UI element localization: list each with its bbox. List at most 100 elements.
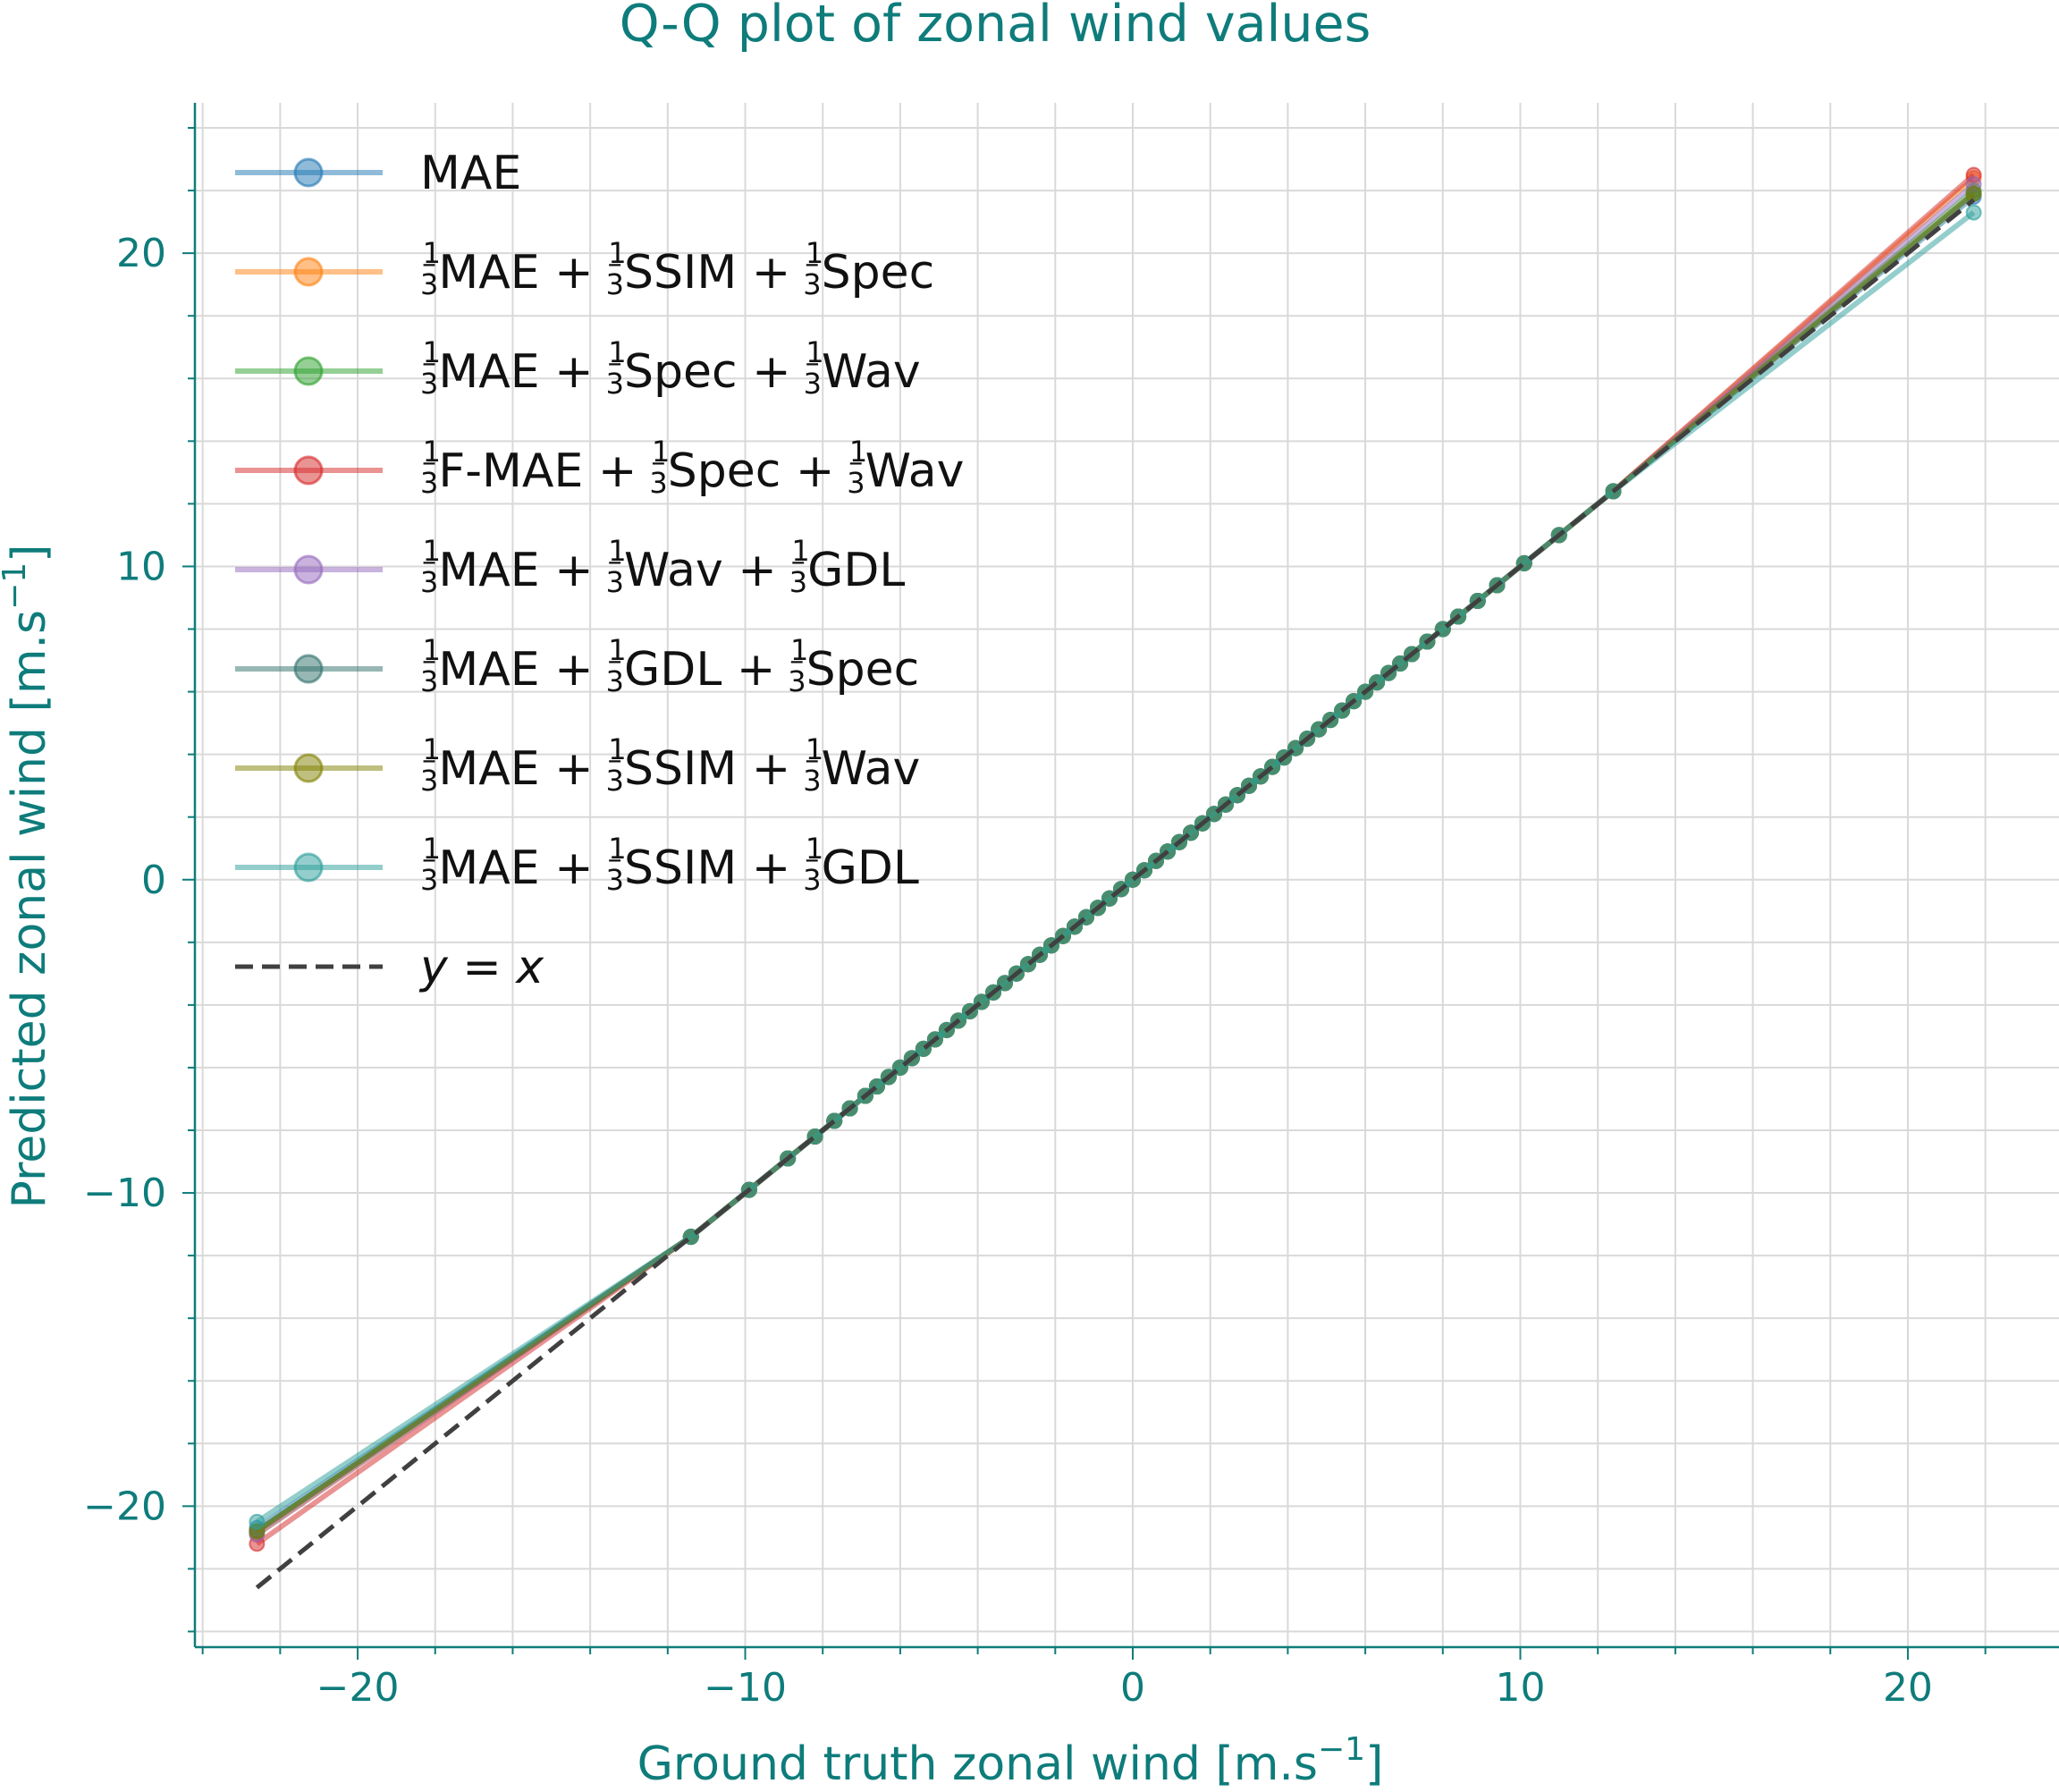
y-axis-label-exponent: −1 bbox=[0, 562, 33, 610]
fraction-denominator: 3 bbox=[803, 863, 821, 897]
fraction-denominator: 3 bbox=[847, 466, 865, 500]
math-variable: x bbox=[514, 941, 544, 994]
fraction-numerator: 1 bbox=[423, 633, 441, 667]
legend-swatch-marker bbox=[293, 257, 324, 287]
fraction-numerator: 1 bbox=[806, 832, 823, 866]
x-axis-label: Ground truth zonal wind [m.s−1] bbox=[637, 1731, 1384, 1791]
fraction-bar: – bbox=[608, 544, 622, 578]
legend-entry: 1– 3MAE + 1– 3Wav + 1– 3GDL bbox=[235, 534, 905, 599]
x-tick-label: 20 bbox=[1883, 1665, 1933, 1711]
legend-entry: 1– 3MAE + 1– 3GDL + 1– 3Spec bbox=[235, 633, 919, 698]
fraction-denominator: 3 bbox=[606, 764, 624, 798]
fraction-bar: – bbox=[422, 742, 436, 776]
legend-swatch-marker bbox=[293, 356, 324, 386]
legend-entry: 1– 3MAE + 1– 3Spec + 1– 3Wav bbox=[235, 335, 921, 401]
svg-text:Ground truth zonal wind [m.s−1: Ground truth zonal wind [m.s−1] bbox=[637, 1731, 1384, 1788]
fraction-denominator: 3 bbox=[420, 664, 438, 698]
legend-swatch-marker bbox=[293, 852, 324, 883]
chart-title: Q-Q plot of zonal wind values bbox=[620, 0, 1371, 54]
legend-text: MAE + bbox=[438, 246, 608, 300]
legend-label: y = x bbox=[418, 941, 544, 994]
x-tick-label: 0 bbox=[1120, 1665, 1145, 1711]
legend-text: Wav + bbox=[624, 544, 791, 597]
legend-entry: MAE bbox=[235, 147, 521, 200]
data-point bbox=[249, 1513, 266, 1530]
fraction-numerator: 1 bbox=[423, 832, 441, 866]
fraction-numerator: 1 bbox=[608, 335, 626, 369]
x-tick-label: 10 bbox=[1495, 1665, 1545, 1711]
fraction-numerator: 1 bbox=[806, 335, 823, 369]
fraction-denominator: 3 bbox=[420, 466, 438, 500]
reference-line-y-equals-x bbox=[255, 198, 1976, 1590]
legend-label: 1– 3F-MAE + 1– 3Spec + 1– 3Wav bbox=[420, 435, 964, 500]
legend-swatch-marker bbox=[293, 654, 324, 684]
fraction-denominator: 3 bbox=[606, 863, 624, 897]
fraction-numerator: 1 bbox=[790, 633, 808, 667]
series-layer bbox=[249, 166, 1982, 1590]
fraction-bar: – bbox=[608, 643, 622, 677]
legend-text: MAE + bbox=[438, 345, 608, 399]
fraction-bar: – bbox=[789, 643, 804, 677]
legend-text: SSIM + bbox=[624, 246, 806, 300]
fraction-numerator: 1 bbox=[423, 534, 441, 568]
legend-text: MAE + bbox=[438, 643, 608, 697]
x-axis-label-bracket: ] bbox=[1365, 1737, 1383, 1788]
fraction-numerator: 1 bbox=[791, 534, 809, 568]
y-axis-label-text: Predicted zonal wind [m.s bbox=[3, 610, 56, 1209]
fraction-denominator: 3 bbox=[649, 466, 667, 500]
fraction-denominator: 3 bbox=[606, 664, 624, 698]
data-point bbox=[1965, 185, 1982, 202]
legend-text: GDL bbox=[807, 544, 905, 597]
y-tick-label: −10 bbox=[83, 1171, 166, 1216]
fraction-bar: – bbox=[806, 345, 820, 379]
legend-entry: 1– 3MAE + 1– 3SSIM + 1– 3GDL bbox=[235, 832, 919, 897]
fraction-bar: – bbox=[805, 742, 819, 776]
grid bbox=[195, 103, 2059, 1647]
legend-text: GDL + bbox=[624, 643, 790, 697]
fraction-numerator: 1 bbox=[806, 732, 823, 766]
legend-text: SSIM + bbox=[624, 742, 806, 796]
legend-text: = bbox=[448, 941, 517, 994]
fraction-numerator: 1 bbox=[652, 435, 670, 469]
legend-text: Wav bbox=[822, 345, 921, 399]
fraction-numerator: 1 bbox=[608, 633, 626, 667]
legend-entry: 1– 3MAE + 1– 3SSIM + 1– 3Wav bbox=[235, 732, 920, 798]
y-tick-label: −20 bbox=[83, 1483, 166, 1529]
fraction-numerator: 1 bbox=[423, 732, 441, 766]
legend-text: SSIM + bbox=[624, 841, 806, 895]
legend-entry: 1– 3MAE + 1– 3SSIM + 1– 3Spec bbox=[235, 236, 934, 301]
x-axis-label-text: Ground truth zonal wind [m.s bbox=[637, 1737, 1318, 1788]
fraction-bar: – bbox=[608, 246, 622, 280]
legend-text: Spec + bbox=[668, 444, 849, 498]
fraction-denominator: 3 bbox=[788, 664, 806, 698]
fraction-bar: – bbox=[791, 544, 806, 578]
data-point bbox=[1965, 204, 1982, 221]
fraction-denominator: 3 bbox=[420, 863, 438, 897]
fraction-bar: – bbox=[422, 246, 436, 280]
legend-text: Spec + bbox=[624, 345, 806, 399]
fraction-denominator: 3 bbox=[606, 267, 624, 301]
fraction-denominator: 3 bbox=[420, 764, 438, 798]
legend-label: 1– 3MAE + 1– 3Spec + 1– 3Wav bbox=[420, 335, 921, 401]
fraction-numerator: 1 bbox=[608, 236, 626, 270]
fraction-denominator: 3 bbox=[803, 267, 821, 301]
fraction-bar: – bbox=[422, 345, 436, 379]
legend-label: MAE bbox=[420, 147, 521, 200]
legend-text: MAE + bbox=[438, 841, 608, 895]
legend-entry: 1– 3F-MAE + 1– 3Spec + 1– 3Wav bbox=[235, 435, 964, 500]
x-axis-label-exponent: −1 bbox=[1318, 1731, 1365, 1768]
legend-text: Wav bbox=[822, 742, 921, 796]
legend-text: Spec bbox=[806, 643, 920, 697]
fraction-numerator: 1 bbox=[608, 832, 626, 866]
y-axis-label: Predicted zonal wind [m.s−1] bbox=[0, 545, 56, 1209]
fraction-denominator: 3 bbox=[803, 764, 821, 798]
fraction-denominator: 3 bbox=[606, 367, 624, 401]
fraction-bar: – bbox=[608, 742, 622, 776]
legend-text: F-MAE + bbox=[438, 444, 652, 498]
legend-entry: y = x bbox=[235, 941, 544, 994]
legend-swatch-marker bbox=[293, 157, 324, 188]
fraction-numerator: 1 bbox=[608, 732, 626, 766]
legend-text: MAE + bbox=[438, 544, 608, 597]
